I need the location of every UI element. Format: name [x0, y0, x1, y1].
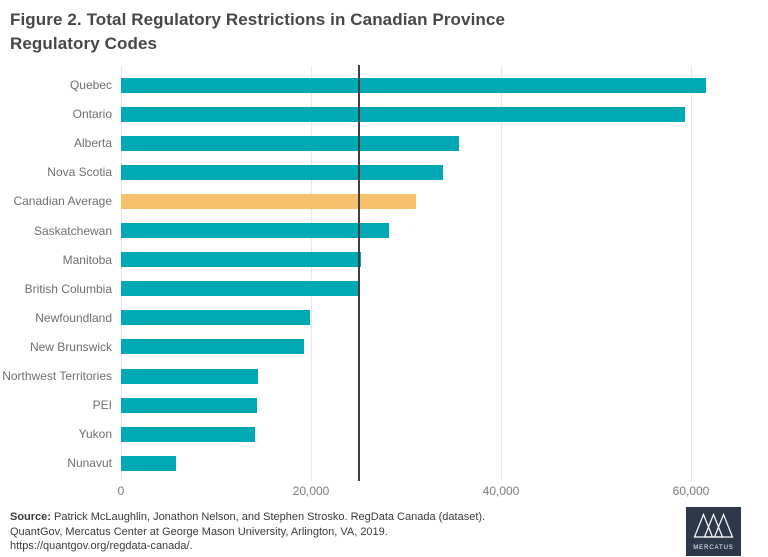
- category-label: Alberta: [73, 136, 112, 151]
- source-note: Source: Patrick McLaughlin, Jonathon Nel…: [10, 510, 620, 554]
- source-line-2: QuantGov, Mercatus Center at George Maso…: [10, 525, 388, 538]
- logo-wordmark: MERCATUS: [693, 545, 733, 551]
- bar: [121, 426, 255, 442]
- x-gridline: [120, 66, 122, 481]
- x-gridline: [310, 66, 312, 481]
- figure-title: Figure 2. Total Regulatory Restrictions …: [10, 8, 610, 56]
- source-citation: Patrick McLaughlin, Jonathon Nelson, and…: [50, 511, 486, 523]
- x-tick-label: 40,000: [482, 484, 520, 498]
- reference-line: [357, 65, 360, 481]
- bar: [121, 135, 460, 151]
- x-gridline: [690, 66, 692, 481]
- figure-title-line-1: Figure 2. Total Regulatory Restrictions …: [10, 10, 506, 29]
- source-line-1: Source: Patrick McLaughlin, Jonathon Nel…: [10, 510, 620, 525]
- bar: [121, 193, 417, 209]
- category-label: Newfoundland: [35, 310, 112, 325]
- bar: [121, 455, 177, 471]
- bar: [121, 281, 359, 297]
- category-label: Nunavut: [67, 456, 112, 471]
- category-label: Saskatchewan: [33, 223, 112, 238]
- x-gridline: [500, 66, 502, 481]
- x-tick-label: 0: [117, 484, 125, 498]
- bar: [121, 106, 686, 122]
- category-label: Ontario: [72, 107, 112, 122]
- bar: [121, 252, 362, 268]
- bar: [121, 397, 257, 413]
- category-label: British Columbia: [24, 281, 112, 296]
- bar: [121, 77, 707, 93]
- category-label: Nova Scotia: [47, 165, 112, 180]
- category-label: Canadian Average: [13, 194, 112, 209]
- category-label: Yukon: [78, 427, 112, 442]
- category-label: Manitoba: [62, 252, 112, 267]
- source-label: Source:: [10, 511, 51, 523]
- category-label: Northwest Territories: [2, 369, 112, 383]
- figure-title-line-2: Regulatory Codes: [10, 34, 158, 53]
- bar: [121, 310, 311, 326]
- source-url: https://quantgov.org/regdata-canada/.: [10, 540, 193, 552]
- category-label: New Brunswick: [29, 339, 112, 354]
- x-tick-label: 60,000: [672, 484, 710, 498]
- category-label: PEI: [92, 398, 112, 413]
- category-label: Quebec: [69, 78, 112, 92]
- bar: [121, 368, 258, 384]
- mercatus-logo: MERCATUS: [686, 507, 741, 556]
- x-tick-label: 20,000: [292, 484, 330, 498]
- bar: [121, 164, 444, 180]
- bar: [121, 339, 305, 355]
- bar: [121, 223, 389, 238]
- logo-mountains-icon: [693, 512, 734, 538]
